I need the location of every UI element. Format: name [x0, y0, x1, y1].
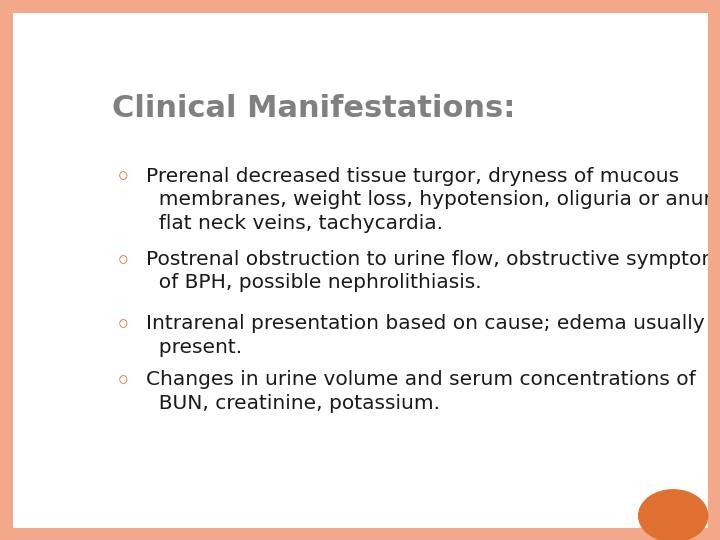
Text: Changes in urine volume and serum concentrations of
  BUN, creatinine, potassium: Changes in urine volume and serum concen…	[145, 370, 696, 413]
Text: ◦: ◦	[116, 250, 131, 273]
Text: Clinical Manifestations:: Clinical Manifestations:	[112, 94, 516, 123]
Text: Postrenal obstruction to urine flow, obstructive symptoms
  of BPH, possible nep: Postrenal obstruction to urine flow, obs…	[145, 250, 720, 292]
Text: Prerenal decreased tissue turgor, dryness of mucous
  membranes, weight loss, hy: Prerenal decreased tissue turgor, drynes…	[145, 167, 720, 233]
Text: ◦: ◦	[116, 370, 131, 394]
Text: ◦: ◦	[116, 167, 131, 190]
Text: ◦: ◦	[116, 314, 131, 338]
Text: Intrarenal presentation based on cause; edema usually
  present.: Intrarenal presentation based on cause; …	[145, 314, 704, 357]
